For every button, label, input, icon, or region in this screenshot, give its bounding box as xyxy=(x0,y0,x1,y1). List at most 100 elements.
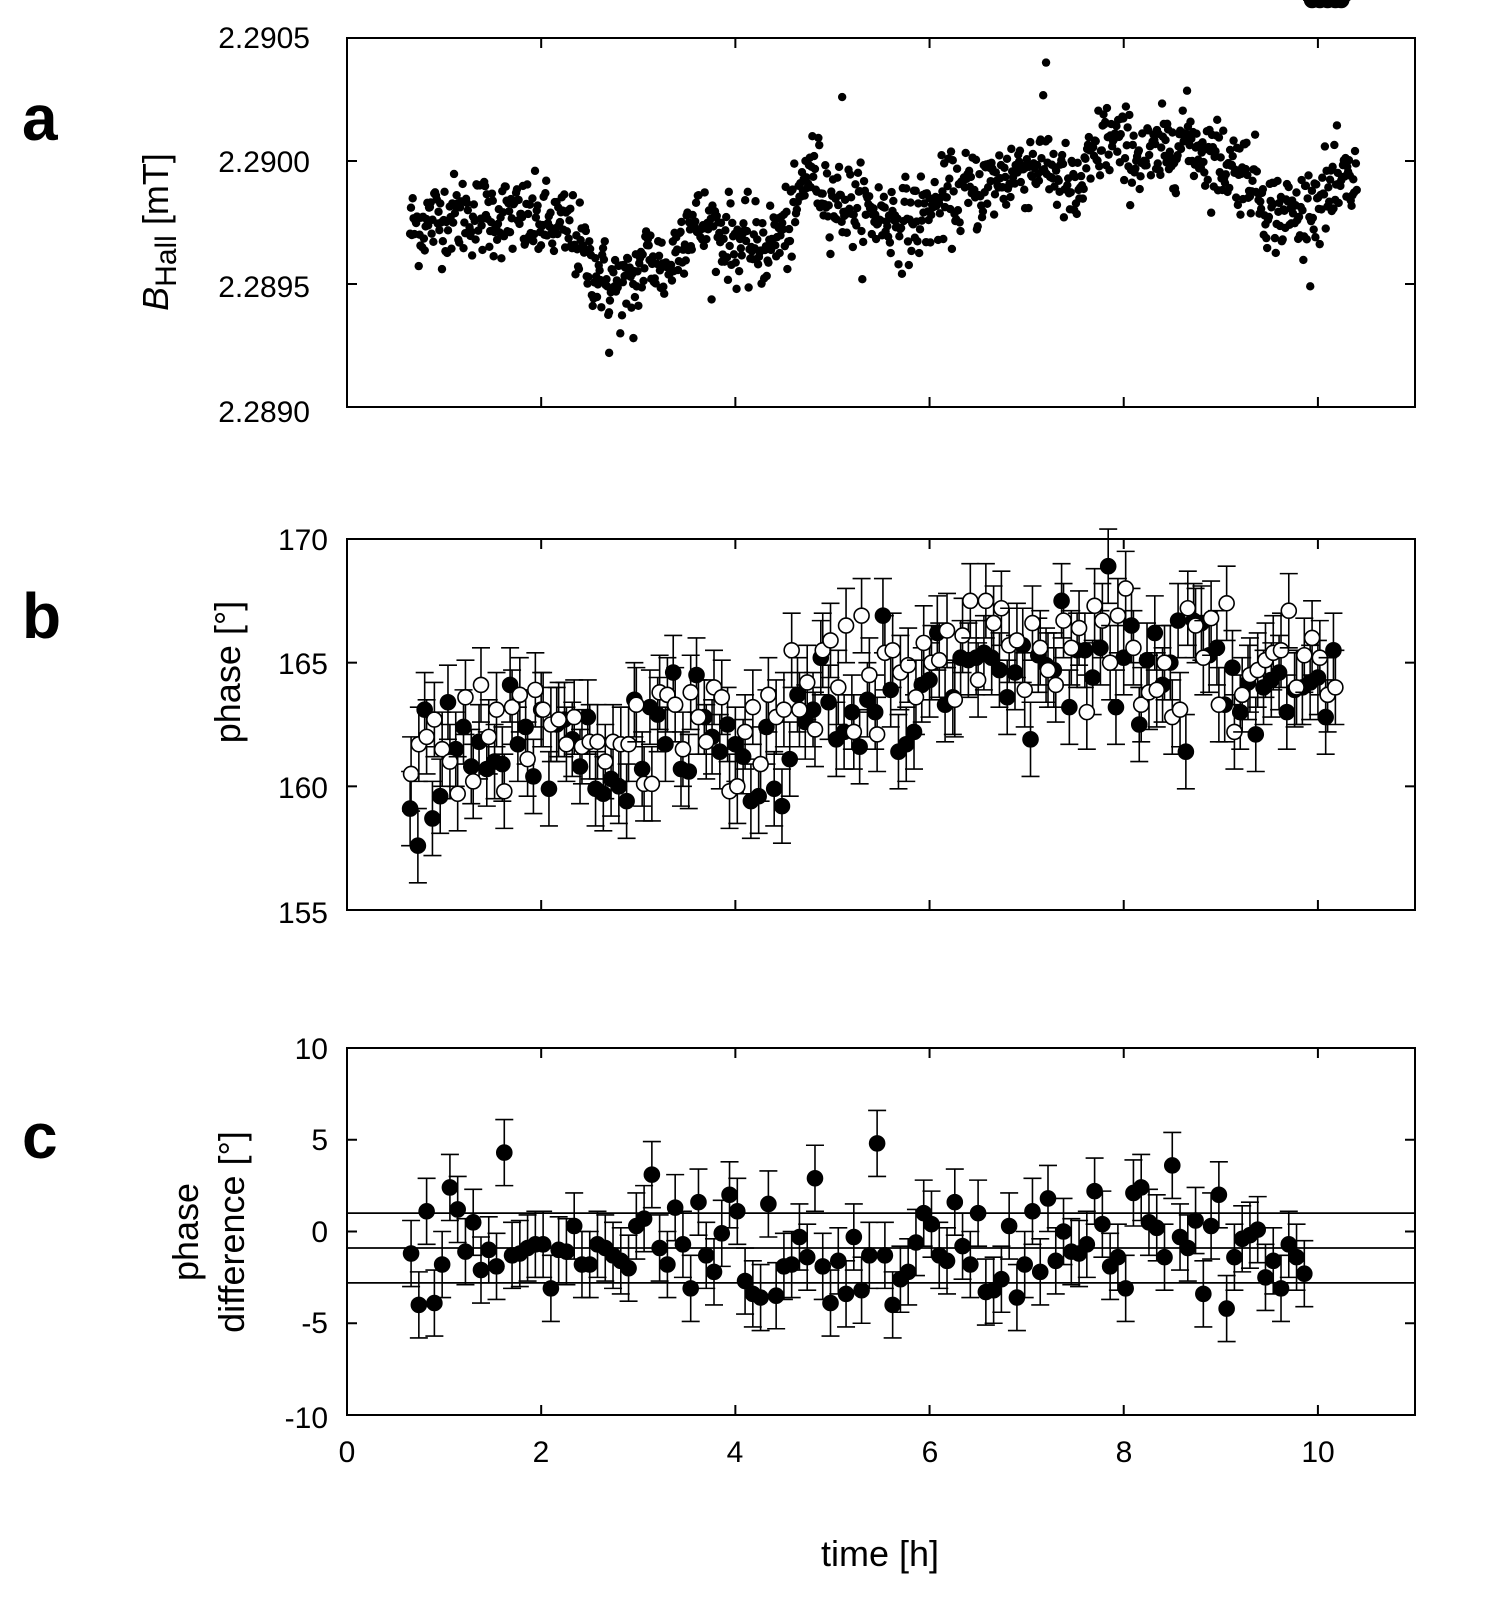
panel-a: a BHall [mT] 2.2890 2.2895 2.2900 2.2905 xyxy=(22,22,1416,429)
data-point xyxy=(1153,159,1162,168)
phase-point-filled xyxy=(851,738,868,756)
data-point xyxy=(437,264,447,274)
data-point xyxy=(1219,126,1228,135)
phase-point-open xyxy=(697,733,715,751)
data-point xyxy=(930,177,939,187)
data-point xyxy=(914,248,924,258)
data-point xyxy=(1334,198,1343,208)
data-point xyxy=(942,193,951,202)
phase-point-open xyxy=(1016,681,1033,699)
difference-point xyxy=(651,1239,668,1257)
data-point xyxy=(1242,138,1251,147)
data-point xyxy=(1161,135,1170,145)
difference-point xyxy=(1000,1217,1018,1235)
data-point xyxy=(734,266,744,276)
data-point xyxy=(485,242,494,251)
data-point xyxy=(459,243,468,253)
data-point xyxy=(1203,175,1212,185)
difference-point xyxy=(1055,1223,1072,1240)
data-point xyxy=(1229,136,1238,145)
data-point xyxy=(1171,188,1181,198)
phase-point-filled xyxy=(843,703,861,721)
phase-point-open xyxy=(643,775,661,793)
data-point xyxy=(743,187,752,197)
phase-point-filled xyxy=(1317,708,1334,726)
data-point xyxy=(467,227,476,236)
panel-a-ytick-3: 2.2905 xyxy=(218,22,310,55)
data-point xyxy=(1221,170,1231,179)
data-point xyxy=(1328,162,1337,172)
data-point xyxy=(731,258,740,267)
data-point xyxy=(508,244,517,253)
difference-point xyxy=(1031,1263,1049,1281)
data-point xyxy=(861,210,870,219)
phase-point-open xyxy=(519,750,536,768)
data-point xyxy=(687,245,696,254)
difference-point xyxy=(962,1256,979,1273)
phase-point-open xyxy=(682,684,700,701)
phase-point-open xyxy=(558,735,575,753)
panel-a-ylabel-sub: Hall xyxy=(150,235,183,287)
data-point xyxy=(633,267,642,276)
difference-point xyxy=(798,1248,816,1266)
data-point xyxy=(429,237,438,247)
data-point xyxy=(946,147,956,156)
data-point xyxy=(810,164,820,174)
data-point xyxy=(1034,176,1044,185)
data-point xyxy=(1122,141,1131,150)
data-point xyxy=(435,225,444,235)
data-point xyxy=(952,164,962,173)
difference-point xyxy=(472,1261,490,1279)
data-point xyxy=(986,176,995,186)
data-point xyxy=(883,221,892,231)
data-point xyxy=(1306,282,1315,291)
data-point xyxy=(1347,201,1356,211)
difference-point xyxy=(853,1281,870,1299)
data-point xyxy=(1136,172,1145,181)
data-point xyxy=(943,181,952,191)
difference-point xyxy=(1078,1236,1096,1253)
phase-point-open xyxy=(713,688,731,706)
data-point xyxy=(753,260,763,269)
data-point xyxy=(879,192,889,201)
data-point xyxy=(1016,177,1026,187)
data-point xyxy=(1052,200,1062,210)
data-point xyxy=(859,176,869,186)
data-point xyxy=(886,248,895,258)
difference-point xyxy=(705,1263,723,1281)
difference-point xyxy=(907,1234,925,1251)
panel-a-ytick-0: 2.2890 xyxy=(218,396,310,429)
difference-point xyxy=(620,1259,637,1277)
phase-point-filled xyxy=(1107,698,1125,716)
phase-point-filled xyxy=(773,797,791,815)
phase-point-open xyxy=(962,592,979,610)
difference-point xyxy=(752,1289,769,1306)
phase-point-open xyxy=(1109,607,1127,624)
data-point xyxy=(660,289,669,298)
data-point xyxy=(1061,138,1070,148)
phase-point-open xyxy=(457,688,474,706)
data-point xyxy=(1228,151,1237,161)
data-point xyxy=(853,168,863,177)
data-point xyxy=(637,283,647,292)
data-point xyxy=(858,275,867,284)
data-point xyxy=(716,218,726,228)
data-point xyxy=(1189,171,1199,181)
data-point xyxy=(1086,174,1095,183)
difference-point xyxy=(464,1214,482,1231)
data-point xyxy=(462,198,472,208)
data-point xyxy=(1344,155,1354,165)
data-point xyxy=(1057,150,1067,160)
data-point xyxy=(699,241,709,251)
data-point xyxy=(742,226,752,236)
difference-point xyxy=(1202,1217,1220,1235)
difference-point xyxy=(1272,1280,1290,1297)
data-point xyxy=(504,206,514,216)
data-point xyxy=(529,236,538,246)
data-point xyxy=(515,219,524,229)
data-point xyxy=(1081,154,1090,163)
data-point xyxy=(1001,172,1010,182)
data-point xyxy=(1252,167,1262,176)
data-point xyxy=(1058,159,1068,169)
phase-point-open xyxy=(907,688,925,706)
